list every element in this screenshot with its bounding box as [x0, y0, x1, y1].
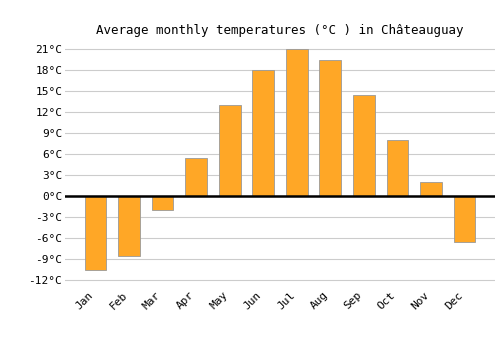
- Bar: [118, 196, 140, 256]
- Bar: [286, 49, 308, 196]
- Bar: [386, 140, 408, 196]
- Bar: [152, 196, 174, 210]
- Bar: [320, 60, 341, 196]
- Bar: [353, 94, 375, 196]
- Title: Average monthly temperatures (°C ) in Châteauguay: Average monthly temperatures (°C ) in Ch…: [96, 24, 464, 37]
- Bar: [252, 70, 274, 196]
- Bar: [420, 182, 442, 196]
- Bar: [454, 196, 475, 242]
- Bar: [84, 196, 106, 270]
- Bar: [219, 105, 240, 196]
- Bar: [185, 158, 207, 196]
